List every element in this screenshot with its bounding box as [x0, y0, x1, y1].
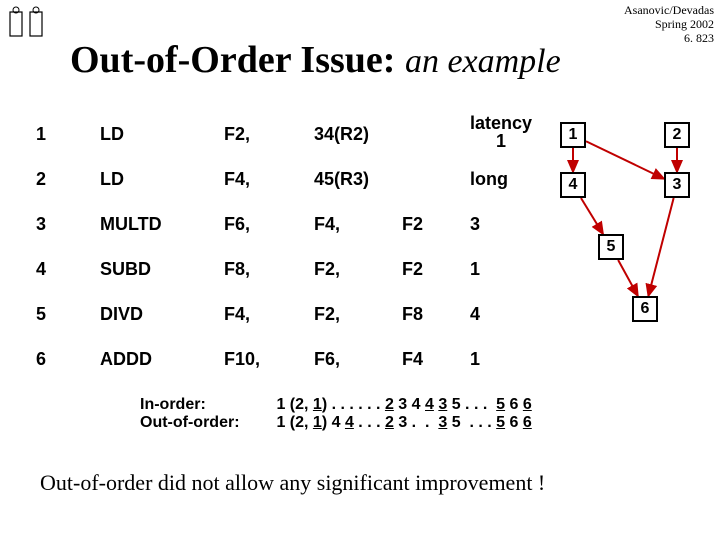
- graph-node-6: 6: [632, 296, 658, 322]
- latency-cell: latency 1: [470, 114, 532, 157]
- src1: F2,: [314, 304, 400, 347]
- header-credits: Asanovic/Devadas Spring 2002 6. 823: [624, 4, 714, 45]
- title-main: Out-of-Order Issue:: [70, 39, 395, 81]
- src2: F8: [402, 304, 468, 347]
- idx: 5: [36, 304, 98, 347]
- ooo-label: Out-of-order:: [140, 414, 272, 432]
- idx: 3: [36, 214, 98, 257]
- lat: 1: [470, 349, 532, 392]
- title-sub: an example: [405, 43, 561, 80]
- src2: F2: [402, 214, 468, 257]
- graph-node-5: 5: [598, 234, 624, 260]
- conclusion: Out-of-order did not allow any significa…: [40, 470, 545, 496]
- credit-authors: Asanovic/Devadas: [624, 4, 714, 18]
- graph-node-2: 2: [664, 122, 690, 148]
- src1: 45(R3): [314, 169, 400, 212]
- op: SUBD: [100, 259, 222, 302]
- src1: F6,: [314, 349, 400, 392]
- dependency-graph: 1 2 3 4 5 6: [538, 110, 708, 360]
- graph-node-3: 3: [664, 172, 690, 198]
- idx: 2: [36, 169, 98, 212]
- op: LD: [100, 124, 222, 167]
- lat: 3: [470, 214, 532, 257]
- slide-title: Out-of-Order Issue: an example: [70, 38, 561, 82]
- table-row: 2 LD F4, 45(R3) long: [36, 169, 532, 212]
- src1: 34(R2): [314, 124, 400, 167]
- dest: F4,: [224, 304, 312, 347]
- idx: 4: [36, 259, 98, 302]
- src1: F2,: [314, 259, 400, 302]
- table-row: 1 LD F2, 34(R2) latency 1: [36, 124, 532, 167]
- lat: long: [470, 169, 532, 212]
- lat: 1: [470, 259, 532, 302]
- lat: 4: [470, 304, 532, 347]
- graph-node-4: 4: [560, 172, 586, 198]
- table-row: 6 ADDD F10, F6, F4 1: [36, 349, 532, 392]
- dest: F2,: [224, 124, 312, 167]
- op: LD: [100, 169, 222, 212]
- idx: 1: [36, 124, 98, 167]
- graph-node-1: 1: [560, 122, 586, 148]
- lat: 1: [470, 132, 532, 150]
- in-order-line: In-order: 1 (2, 1) . . . . . . 2 3 4 4 3…: [140, 396, 532, 414]
- dest: F4,: [224, 169, 312, 212]
- src1: F4,: [314, 214, 400, 257]
- op: MULTD: [100, 214, 222, 257]
- dest: F10,: [224, 349, 312, 392]
- idx: 6: [36, 349, 98, 392]
- credit-course: 6. 823: [624, 32, 714, 46]
- instruction-table: 1 LD F2, 34(R2) latency 1 2 LD F4, 45(R3…: [34, 122, 534, 394]
- ooo-seq: 1 (2, 1) 4 4 . . . 2 3 . . 3 5 . . . 5 6…: [276, 414, 531, 431]
- table-row: 5 DIVD F4, F2, F8 4: [36, 304, 532, 347]
- src2: F4: [402, 349, 468, 392]
- inorder-seq: 1 (2, 1) . . . . . . 2 3 4 4 3 5 . . . 5…: [276, 396, 531, 413]
- out-of-order-line: Out-of-order: 1 (2, 1) 4 4 . . . 2 3 . .…: [140, 414, 532, 432]
- src2: F2: [402, 259, 468, 302]
- op: DIVD: [100, 304, 222, 347]
- src2: [402, 124, 468, 167]
- schedules: In-order: 1 (2, 1) . . . . . . 2 3 4 4 3…: [140, 396, 532, 432]
- op: ADDD: [100, 349, 222, 392]
- credit-term: Spring 2002: [624, 18, 714, 32]
- dest: F6,: [224, 214, 312, 257]
- src2: [402, 169, 468, 212]
- dest: F8,: [224, 259, 312, 302]
- latency-header: latency: [470, 114, 532, 132]
- table-row: 4 SUBD F8, F2, F2 1: [36, 259, 532, 302]
- inorder-label: In-order:: [140, 396, 272, 414]
- slide-logo: [6, 6, 48, 42]
- table-row: 3 MULTD F6, F4, F2 3: [36, 214, 532, 257]
